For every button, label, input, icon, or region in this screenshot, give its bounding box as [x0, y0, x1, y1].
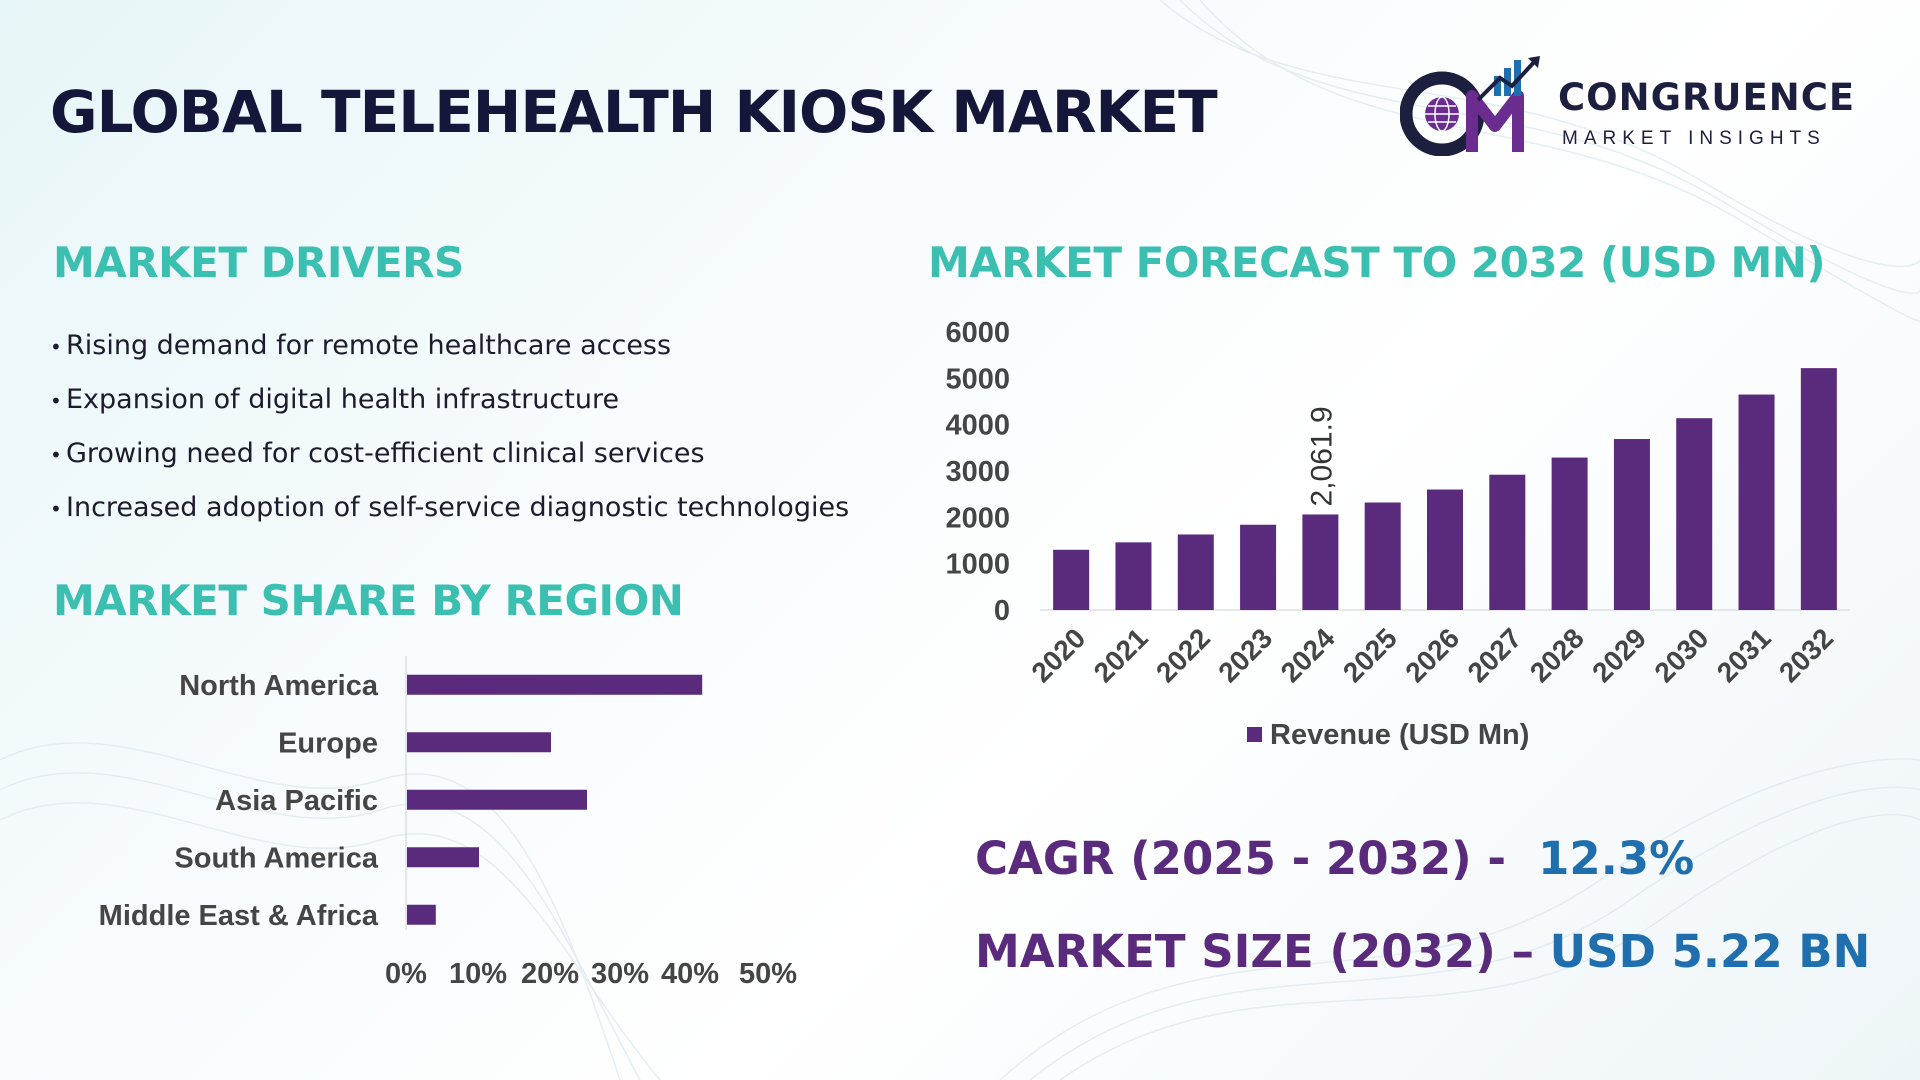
bar-2024	[1302, 514, 1339, 610]
x-tick-label: 40%	[661, 958, 719, 990]
y-tick-label: 0	[994, 595, 1010, 627]
bar-2025	[1364, 502, 1401, 610]
bar-2031	[1738, 394, 1775, 610]
driver-text: Rising demand for remote healthcare acce…	[66, 330, 672, 361]
page-title: GLOBAL TELEHEALTH KIOSK MARKET	[50, 78, 1218, 146]
y-tick-label: 5000	[945, 363, 1010, 395]
drivers-heading: MARKET DRIVERS	[53, 238, 464, 287]
market-size-value: USD 5.22 BN	[1549, 925, 1871, 978]
x-tick-label: 2025	[1337, 622, 1403, 688]
bar-region	[407, 904, 436, 925]
driver-text: Growing need for cost-efficient clinical…	[66, 438, 705, 469]
x-tick-label: 2027	[1462, 622, 1528, 688]
category-label: Asia Pacific	[215, 785, 378, 817]
x-tick-label: 20%	[521, 958, 579, 990]
x-tick-label: 2021	[1088, 622, 1154, 688]
bar-2027	[1489, 474, 1526, 610]
market-size-kpi: MARKET SIZE (2032) – USD 5.22 BN	[975, 925, 1870, 978]
cagr-kpi: CAGR (2025 - 2032) - 12.3%	[975, 832, 1694, 885]
bullet-icon: •	[50, 497, 62, 521]
region-heading: MARKET SHARE BY REGION	[53, 576, 684, 625]
logo-subtitle: MARKET INSIGHTS	[1562, 128, 1826, 149]
cagr-label: CAGR (2025 - 2032) -	[975, 832, 1507, 885]
bar-2029	[1613, 439, 1650, 610]
x-tick-label: 2026	[1399, 622, 1465, 688]
y-tick-label: 1000	[945, 549, 1010, 581]
bar-2023	[1240, 524, 1277, 610]
bar-2021	[1115, 542, 1152, 610]
data-label: 2,061.9	[1305, 406, 1338, 506]
legend-label: Revenue (USD Mn)	[1270, 719, 1529, 751]
y-tick-label: 2000	[945, 502, 1010, 534]
bar-2020	[1053, 549, 1090, 610]
x-tick-label: 2020	[1025, 622, 1091, 688]
x-tick-label: 0%	[385, 958, 427, 990]
company-logo: CONGRUENCE MARKET INSIGHTS	[1400, 56, 1880, 156]
legend-swatch	[1247, 727, 1262, 742]
globe-chart-logo-icon	[1400, 56, 1540, 156]
bullet-icon: •	[50, 443, 62, 467]
x-tick-label: 2028	[1524, 622, 1590, 688]
category-label: North America	[179, 670, 379, 702]
y-tick-label: 4000	[945, 410, 1010, 442]
x-tick-label: 2031	[1711, 622, 1777, 688]
x-tick-label: 2024	[1275, 622, 1341, 688]
list-item: • Increased adoption of self-service diag…	[50, 490, 849, 544]
bar-2026	[1427, 489, 1463, 610]
bar-2030	[1676, 418, 1713, 610]
bullet-icon: •	[50, 389, 62, 413]
x-tick-label: 50%	[739, 958, 797, 990]
bar-2022	[1177, 534, 1214, 610]
category-label: Middle East & Africa	[99, 900, 379, 932]
forecast-heading: MARKET FORECAST TO 2032 (USD MN)	[928, 238, 1826, 287]
list-item: • Expansion of digital health infrastruct…	[50, 382, 849, 436]
y-tick-label: 6000	[945, 317, 1010, 349]
bar-2028	[1551, 457, 1588, 610]
bar-region	[407, 789, 587, 810]
driver-text: Expansion of digital health infrastructu…	[66, 384, 620, 415]
list-item: • Growing need for cost-efficient clinica…	[50, 436, 849, 490]
y-tick-label: 3000	[945, 456, 1010, 488]
bar-region	[407, 674, 703, 695]
x-tick-label: 2023	[1212, 622, 1278, 688]
driver-text: Increased adoption of self-service diagn…	[66, 492, 850, 523]
bar-region	[407, 847, 479, 868]
category-label: South America	[174, 842, 378, 874]
category-label: Europe	[278, 727, 378, 759]
drivers-list: • Rising demand for remote healthcare acc…	[50, 328, 849, 544]
bar-region	[407, 732, 551, 753]
market-size-label: MARKET SIZE (2032) –	[975, 925, 1534, 978]
bar-2032	[1800, 368, 1837, 610]
x-tick-label: 2022	[1150, 622, 1216, 688]
x-tick-label: 2029	[1586, 622, 1652, 688]
x-tick-label: 10%	[449, 958, 507, 990]
bullet-icon: •	[50, 335, 62, 359]
cagr-value: 12.3%	[1538, 832, 1695, 885]
x-tick-label: 30%	[591, 958, 649, 990]
forecast-chart: 0100020003000400050006000202020212022202…	[945, 317, 1850, 751]
region-share-chart: North America Europe Asia Pacific South Ame…	[99, 656, 797, 990]
x-tick-label: 2032	[1773, 622, 1839, 688]
logo-name: CONGRUENCE	[1558, 76, 1856, 119]
x-tick-label: 2030	[1649, 622, 1715, 688]
list-item: • Rising demand for remote healthcare acc…	[50, 328, 849, 382]
